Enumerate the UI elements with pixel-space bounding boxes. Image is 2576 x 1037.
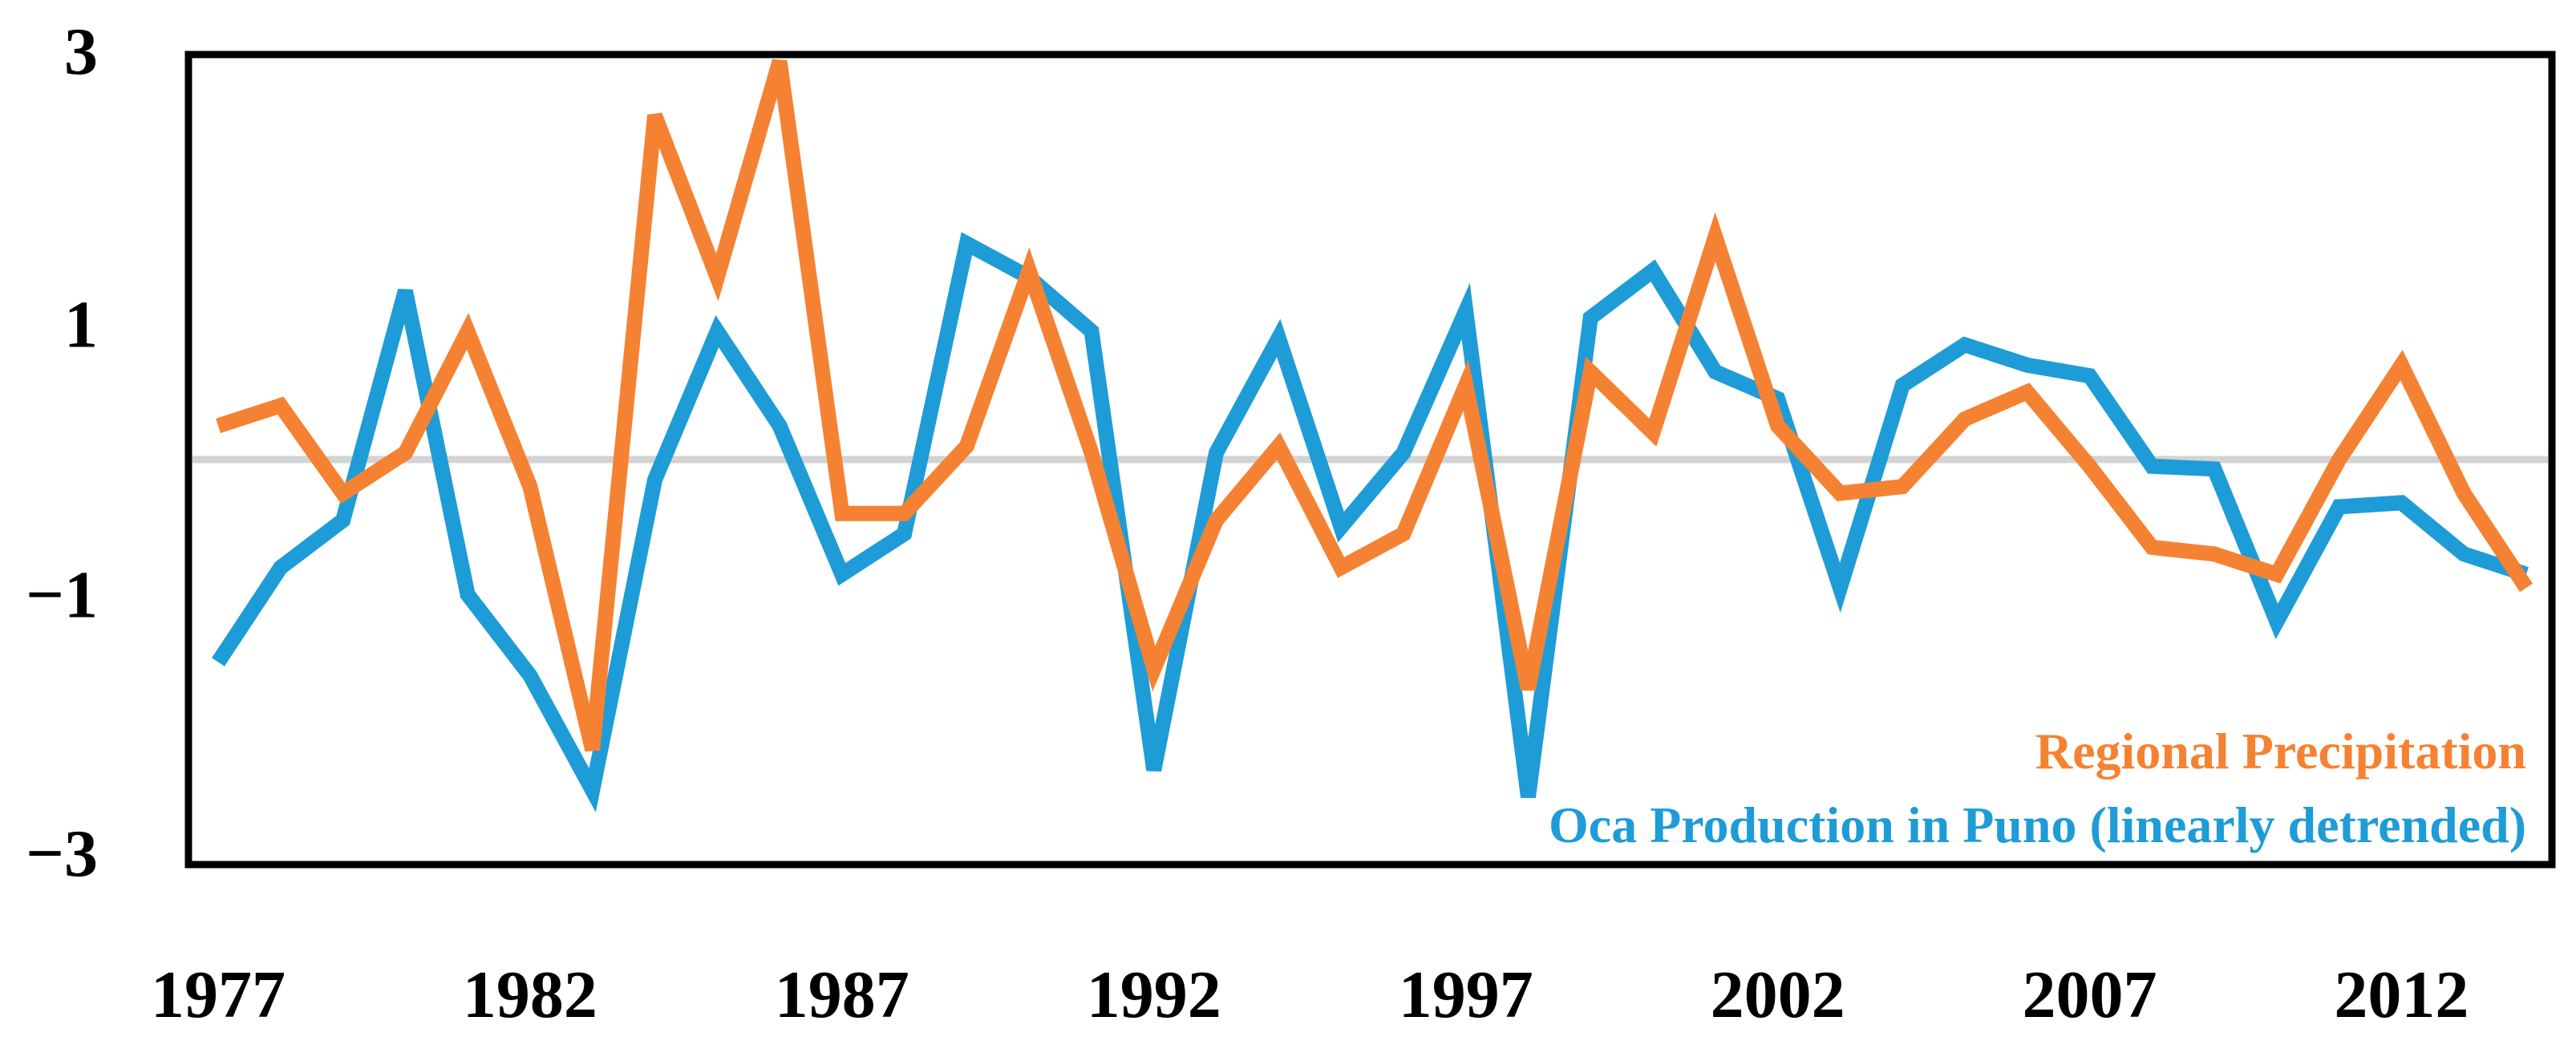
- data-point: [2525, 587, 2527, 589]
- data-point: [2151, 465, 2153, 467]
- data-point: [2027, 391, 2028, 393]
- data-point: [904, 512, 905, 514]
- x-tick-label: 1987: [775, 958, 909, 1032]
- data-point: [1777, 398, 1779, 399]
- data-point: [1278, 445, 1279, 447]
- data-point: [2463, 553, 2465, 555]
- y-tick-label: −1: [26, 557, 98, 632]
- data-point: [1403, 533, 1404, 535]
- data-point: [1216, 452, 1217, 454]
- data-point: [2027, 364, 2028, 366]
- data-point: [654, 115, 656, 116]
- data-point: [1902, 384, 1903, 386]
- data-point: [1091, 330, 1092, 332]
- data-point: [592, 789, 593, 791]
- data-point: [1964, 419, 1966, 420]
- data-point: [1340, 567, 1342, 569]
- x-tick-label: 1982: [463, 958, 597, 1032]
- y-tick-label: −3: [26, 816, 98, 891]
- data-point: [529, 486, 531, 488]
- x-tick-label: 1997: [1399, 958, 1533, 1032]
- data-point: [1403, 452, 1404, 454]
- series-line: [212, 232, 2529, 812]
- x-tick-label: 2007: [2023, 958, 2157, 1032]
- series-precipitation: [216, 59, 2533, 752]
- data-point: [2089, 375, 2091, 377]
- data-point: [1839, 492, 1841, 494]
- series-line: [216, 59, 2533, 752]
- data-point: [904, 533, 905, 535]
- plot-frame: [184, 51, 2556, 869]
- data-point: [2213, 468, 2215, 470]
- data-point: [1153, 668, 1155, 670]
- series-oca-production: [212, 232, 2529, 812]
- data-point: [404, 452, 406, 454]
- data-point: [2339, 459, 2340, 460]
- y-tick-label: 3: [64, 14, 98, 89]
- data-point: [217, 662, 219, 663]
- data-point: [342, 520, 344, 521]
- data-point: [779, 60, 780, 62]
- data-point: [217, 425, 219, 427]
- data-point: [467, 593, 468, 595]
- data-point: [1902, 486, 1903, 488]
- data-point: [1839, 587, 1841, 589]
- data-point: [1340, 526, 1342, 528]
- data-point: [1153, 769, 1155, 771]
- data-point: [716, 277, 718, 278]
- data-point: [1590, 317, 1591, 318]
- data-point: [280, 405, 281, 407]
- data-point: [1528, 688, 1529, 690]
- data-point: [1465, 384, 1467, 386]
- data-point: [2276, 573, 2278, 575]
- data-point: [1216, 520, 1217, 521]
- legend-entry-oca-production: Oca Production in Puno (linearly detrend…: [1549, 796, 2526, 853]
- data-point: [2151, 546, 2153, 548]
- data-point: [841, 573, 843, 575]
- data-point: [654, 479, 656, 480]
- data-point: [280, 567, 281, 569]
- data-point: [1777, 425, 1779, 427]
- data-point: [966, 243, 967, 245]
- y-tick-label: 1: [64, 288, 98, 363]
- data-point: [404, 290, 406, 292]
- data-point: [841, 512, 843, 514]
- legend-entry-precipitation: Regional Precipitation: [2035, 723, 2526, 780]
- data-point: [1028, 269, 1030, 271]
- data-point: [1278, 338, 1279, 339]
- data-point: [2089, 465, 2091, 467]
- data-point: [2400, 502, 2402, 504]
- data-point: [1652, 269, 1654, 271]
- x-tick-label: 1992: [1087, 958, 1221, 1032]
- data-point: [467, 330, 468, 332]
- data-point: [1590, 371, 1591, 373]
- data-point: [1528, 796, 1529, 798]
- x-tick-label: 2002: [1711, 958, 1845, 1032]
- data-point: [592, 749, 593, 751]
- data-point: [1715, 236, 1716, 237]
- data-point: [1652, 431, 1654, 433]
- data-point: [2463, 492, 2465, 494]
- data-point: [1964, 344, 1966, 346]
- data-point: [342, 492, 344, 494]
- data-point: [529, 674, 531, 676]
- x-tick-label: 2012: [2334, 958, 2469, 1032]
- data-point: [1715, 371, 1716, 373]
- data-point: [1091, 452, 1092, 454]
- data-point: [2213, 553, 2215, 555]
- data-point: [2276, 621, 2278, 622]
- data-point: [1465, 310, 1467, 312]
- x-tick-label: 1977: [151, 958, 286, 1032]
- data-point: [716, 330, 718, 332]
- data-point: [2339, 506, 2340, 508]
- data-point: [779, 425, 780, 427]
- data-point: [2400, 364, 2402, 366]
- data-point: [966, 445, 967, 447]
